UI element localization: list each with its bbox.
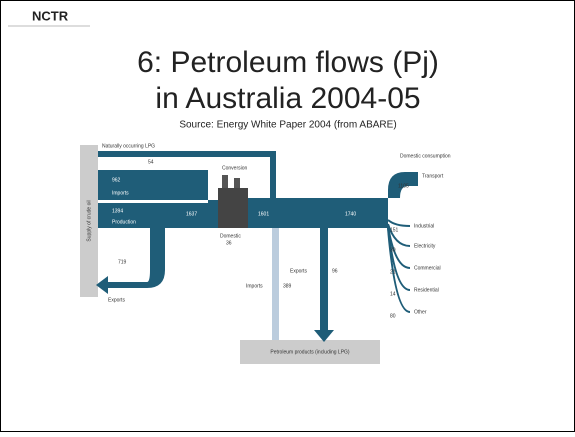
use-value: 80	[390, 313, 396, 319]
supply-box	[80, 145, 98, 297]
exports-flow	[96, 228, 165, 294]
product-exports-value: 96	[332, 268, 338, 274]
imports-label: Imports	[112, 190, 129, 196]
after-refinery-value: 1601	[258, 211, 269, 217]
use-lines	[387, 219, 411, 313]
product-imports-flow	[272, 228, 279, 340]
chimneys	[222, 175, 240, 188]
use-value: 1105	[398, 183, 409, 189]
use-label: Residential	[414, 287, 439, 293]
imports-value: 962	[112, 177, 121, 183]
products-box	[240, 340, 380, 364]
title-line-1: 6: Petroleum flows (Pj)	[137, 46, 439, 79]
lpg-label: Naturally occurring LPG	[102, 143, 155, 149]
use-label: Other	[414, 309, 427, 315]
imports-flow	[98, 170, 208, 200]
use-value: 21	[390, 269, 396, 275]
conversion-value: 36	[226, 240, 232, 246]
product-exports-flow	[314, 228, 334, 342]
to-refinery	[208, 200, 218, 228]
use-value: 30	[390, 247, 396, 253]
production-value: 1394	[112, 208, 123, 214]
exports-value: 719	[118, 259, 127, 265]
use-label: Industrial	[414, 223, 434, 229]
products-label: Petroleum products (including LPG)	[270, 349, 350, 355]
production-label: Production	[112, 219, 136, 225]
lpg-flow	[98, 151, 276, 205]
factory	[218, 188, 248, 228]
product-imports-value: 389	[283, 283, 292, 289]
use-label: Electricity	[414, 243, 436, 249]
main-value: 1740	[345, 211, 356, 217]
product-exports-label: Exports	[290, 268, 307, 274]
title-line-2: in Australia 2004-05	[155, 82, 420, 115]
use-value: 14	[390, 291, 396, 297]
logo: NCTR	[32, 8, 69, 23]
use-label: Transport	[422, 173, 444, 179]
transport-flow	[388, 172, 418, 198]
conversion-sub: Domestic	[220, 233, 241, 239]
exports-label: Exports	[108, 297, 125, 303]
lpg-value: 54	[148, 159, 154, 165]
to-refinery-value: 1637	[186, 211, 197, 217]
production-flow	[98, 203, 208, 228]
source: Source: Energy White Paper 2004 (from AB…	[179, 120, 396, 131]
supply-label: Supply of crude oil	[86, 200, 92, 241]
conversion-label: Conversion	[222, 165, 248, 171]
main-flow	[248, 198, 388, 228]
domestic-consumption: Domestic consumption	[400, 153, 451, 159]
use-value: 151	[390, 227, 399, 233]
product-imports-label: Imports	[246, 283, 263, 289]
use-label: Commercial	[414, 265, 441, 271]
